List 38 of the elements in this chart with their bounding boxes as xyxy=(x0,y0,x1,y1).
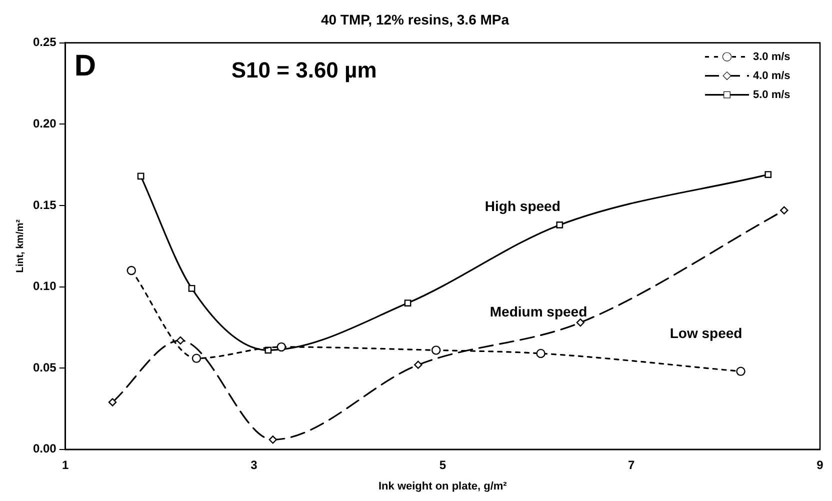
y-tick-label: 0.20 xyxy=(32,116,57,130)
legend-label: 3.0 m/s xyxy=(753,50,790,63)
annotation: Medium speed xyxy=(490,304,588,320)
point xyxy=(536,348,546,358)
point xyxy=(126,266,136,276)
point xyxy=(404,300,412,306)
x-tick-label: 5 xyxy=(439,458,446,472)
point xyxy=(556,222,564,228)
x-tick-label: 7 xyxy=(628,458,635,472)
x-axis-title: Ink weight on plate, g/m² xyxy=(378,480,508,492)
y-tick-label: 0.00 xyxy=(32,442,57,456)
y-tick-label: 0.25 xyxy=(32,35,57,50)
point xyxy=(188,284,196,292)
x-tick-label: 1 xyxy=(62,458,70,472)
legend-label: 5.0 m/s xyxy=(753,88,790,101)
point xyxy=(192,354,202,363)
legend-label: 4.0 m/s xyxy=(753,70,790,82)
annotation: S10 = 3.60 µm xyxy=(231,57,377,82)
point xyxy=(276,342,286,352)
y-tick-label: 0.10 xyxy=(32,279,57,294)
x-tick-label: 3 xyxy=(250,458,258,472)
chart-title: 40 TMP, 12% resins, 3.6 MPa xyxy=(320,11,510,28)
point xyxy=(764,171,772,178)
point xyxy=(176,336,185,345)
point xyxy=(137,172,144,180)
annotation: High speed xyxy=(484,198,560,214)
y-tick-label: 0.05 xyxy=(32,360,57,374)
point xyxy=(780,206,788,214)
annotation: D xyxy=(74,49,96,82)
y-tick-label: 0.15 xyxy=(32,198,57,212)
point xyxy=(268,436,277,444)
point xyxy=(414,360,422,369)
point xyxy=(108,398,117,406)
annotation: Low speed xyxy=(670,324,742,341)
y-axis-title: Lint, km/m² xyxy=(14,218,26,273)
point xyxy=(431,346,441,355)
x-tick-label: 9 xyxy=(816,458,824,472)
point xyxy=(736,366,746,376)
